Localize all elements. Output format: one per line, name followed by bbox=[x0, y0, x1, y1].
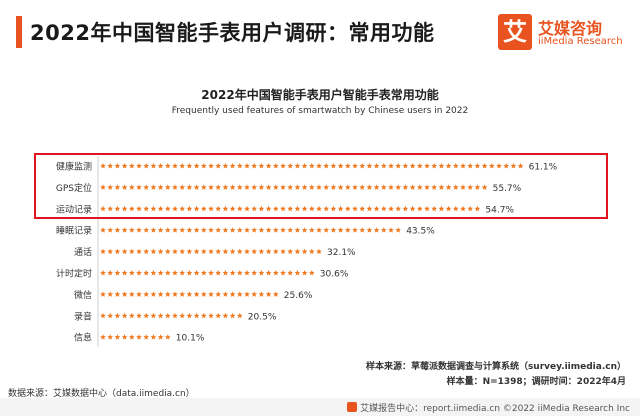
category-label: 计时定时 bbox=[56, 268, 92, 280]
star-bar bbox=[100, 270, 315, 276]
star-bar bbox=[100, 184, 488, 190]
star-bar bbox=[100, 291, 279, 297]
bar-7 bbox=[100, 291, 279, 297]
category-label: 健康监测 bbox=[56, 161, 92, 173]
value-label: 20.5% bbox=[248, 312, 277, 322]
star-bar bbox=[100, 163, 524, 169]
category-label: 通话 bbox=[74, 246, 92, 258]
value-label: 25.6% bbox=[284, 291, 313, 301]
value-label: 61.1% bbox=[529, 163, 558, 173]
value-label: 32.1% bbox=[327, 248, 356, 258]
sample-size-note: 样本量：N=1398；调研时间：2022年4月 bbox=[446, 377, 626, 387]
footer-logo-icon bbox=[347, 402, 358, 412]
sample-source-note: 样本来源：草莓派数据调查与计算系统（survey.iimedia.cn） bbox=[365, 362, 626, 372]
bar-8 bbox=[100, 312, 243, 319]
bar-1 bbox=[100, 163, 524, 169]
bar-5 bbox=[100, 248, 322, 255]
footer-text: 艾媒报告中心：report.iimedia.cn ©2022 iiMedia R… bbox=[347, 401, 630, 414]
star-bar bbox=[100, 205, 481, 212]
star-bar bbox=[100, 334, 171, 340]
bar-6 bbox=[100, 270, 315, 276]
value-label: 55.7% bbox=[493, 184, 522, 194]
value-label: 54.7% bbox=[485, 205, 514, 215]
footer-link: 艾媒报告中心：report.iimedia.cn ©2022 iiMedia R… bbox=[360, 404, 630, 414]
value-label: 43.5% bbox=[406, 227, 435, 237]
category-label: GPS定位 bbox=[56, 182, 92, 194]
category-label: 微信 bbox=[74, 289, 92, 301]
brand-name-en: iiMedia Research bbox=[538, 36, 623, 47]
bar-3 bbox=[100, 205, 481, 212]
category-label: 运动记录 bbox=[56, 204, 92, 215]
category-label: 睡眠记录 bbox=[56, 225, 92, 237]
bar-2 bbox=[100, 184, 488, 190]
footer: 艾媒报告中心：report.iimedia.cn ©2022 iiMedia R… bbox=[0, 398, 640, 416]
category-label: 录音 bbox=[74, 310, 92, 322]
chart-title: 2022年中国智能手表用户智能手表常用功能 bbox=[201, 88, 439, 102]
page-title: 2022年中国智能手表用户调研：常用功能 bbox=[30, 21, 435, 45]
header: 2022年中国智能手表用户调研：常用功能 艾 艾媒咨询 iiMedia Rese… bbox=[0, 0, 640, 66]
value-label: 30.6% bbox=[320, 270, 349, 280]
brand-logo: 艾 艾媒咨询 iiMedia Research bbox=[498, 14, 628, 54]
brand-name-cn: 艾媒咨询 bbox=[538, 19, 603, 38]
star-bar bbox=[100, 312, 243, 319]
chart-subtitle: Frequently used features of smartwatch b… bbox=[171, 106, 469, 116]
brand-mark-icon: 艾 bbox=[498, 14, 532, 50]
star-bar bbox=[100, 227, 402, 233]
category-label: 信息 bbox=[74, 332, 92, 344]
bar-9 bbox=[100, 334, 171, 340]
data-source-note: 数据来源：艾媒数据中心（data.iimedia.cn） bbox=[8, 389, 195, 399]
value-label: 10.1% bbox=[176, 334, 205, 344]
highlight-box bbox=[34, 153, 608, 219]
star-bar bbox=[100, 248, 322, 255]
bar-4 bbox=[100, 227, 402, 233]
title-accent-bar bbox=[16, 16, 22, 48]
